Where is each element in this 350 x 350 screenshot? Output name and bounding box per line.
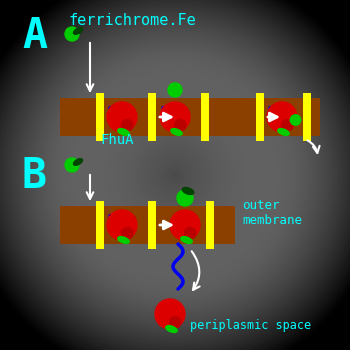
Circle shape: [121, 228, 133, 239]
Bar: [148, 93, 156, 141]
Ellipse shape: [181, 237, 192, 243]
Ellipse shape: [118, 129, 129, 135]
Circle shape: [170, 210, 200, 240]
Bar: [96, 201, 104, 249]
Circle shape: [169, 316, 181, 328]
Text: B: B: [22, 155, 47, 197]
Ellipse shape: [118, 237, 129, 243]
Circle shape: [160, 102, 190, 132]
Circle shape: [121, 120, 133, 131]
Ellipse shape: [182, 188, 194, 195]
Bar: [206, 201, 214, 249]
Ellipse shape: [278, 129, 289, 135]
Circle shape: [267, 102, 297, 132]
Circle shape: [184, 228, 196, 239]
Text: FhuA: FhuA: [100, 133, 133, 147]
Ellipse shape: [166, 326, 177, 332]
Circle shape: [65, 27, 79, 41]
Text: ferrichrome.Fe: ferrichrome.Fe: [68, 13, 196, 28]
Circle shape: [281, 120, 293, 131]
Bar: [60, 98, 320, 136]
Text: A: A: [22, 15, 47, 57]
Text: periplasmic space: periplasmic space: [190, 319, 311, 332]
Circle shape: [155, 299, 185, 329]
Bar: [60, 206, 235, 244]
Bar: [148, 201, 156, 249]
Bar: [201, 93, 209, 141]
Circle shape: [290, 115, 301, 125]
Ellipse shape: [74, 28, 83, 34]
Text: outer
membrane: outer membrane: [242, 199, 302, 227]
Ellipse shape: [74, 159, 83, 165]
Circle shape: [107, 210, 137, 240]
Circle shape: [168, 83, 182, 97]
Circle shape: [177, 190, 193, 206]
Ellipse shape: [171, 129, 182, 135]
Bar: [256, 93, 264, 141]
Circle shape: [175, 120, 186, 131]
Circle shape: [107, 102, 137, 132]
Bar: [303, 93, 311, 141]
Circle shape: [65, 158, 79, 172]
Bar: [96, 93, 104, 141]
